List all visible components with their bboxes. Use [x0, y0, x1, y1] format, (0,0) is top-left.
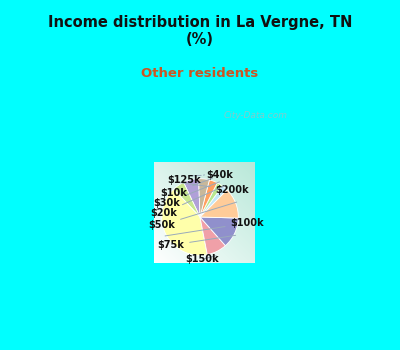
Text: $30k: $30k [153, 182, 220, 208]
Text: $10k: $10k [160, 178, 212, 198]
Text: $125k: $125k [167, 175, 204, 185]
Wedge shape [200, 186, 227, 217]
Wedge shape [162, 189, 207, 255]
Text: $150k: $150k [185, 254, 219, 264]
Text: $75k: $75k [157, 235, 236, 250]
Text: $200k: $200k [179, 182, 249, 195]
Text: Other residents: Other residents [141, 67, 259, 80]
Text: City-Data.com: City-Data.com [224, 111, 288, 120]
Wedge shape [200, 217, 238, 246]
Wedge shape [200, 217, 226, 254]
Wedge shape [174, 182, 200, 217]
Text: Income distribution in La Vergne, TN
(%): Income distribution in La Vergne, TN (%) [48, 15, 352, 47]
Wedge shape [200, 183, 222, 217]
Text: $20k: $20k [150, 186, 225, 218]
Wedge shape [200, 180, 217, 217]
Text: $40k: $40k [193, 170, 234, 180]
Wedge shape [199, 179, 209, 217]
Wedge shape [200, 190, 238, 218]
Wedge shape [184, 179, 200, 217]
Text: $50k: $50k [148, 202, 237, 230]
Text: $100k: $100k [165, 218, 264, 236]
